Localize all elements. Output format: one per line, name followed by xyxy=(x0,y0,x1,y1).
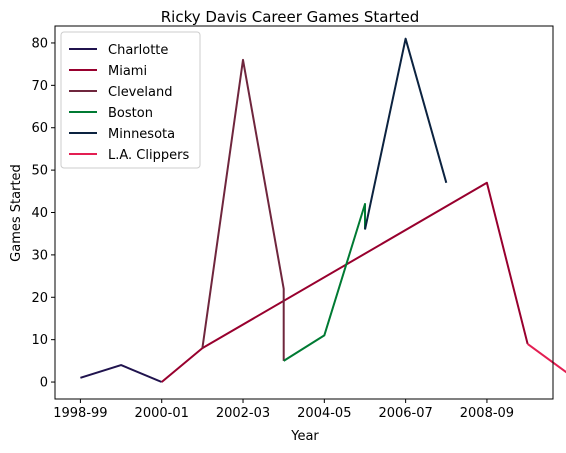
x-tick-label: 2006-07 xyxy=(378,406,432,421)
legend-label: Charlotte xyxy=(108,43,168,58)
x-tick-label: 2002-03 xyxy=(216,406,270,421)
y-tick-label: 10 xyxy=(31,333,48,348)
y-tick-label: 50 xyxy=(31,164,48,179)
series-line-3 xyxy=(283,203,366,362)
legend-label: Cleveland xyxy=(108,85,172,100)
x-tick-label: 2000-01 xyxy=(135,406,189,421)
y-axis-ticks: 0 10 20 30 40 50 60 70 80 xyxy=(31,36,55,391)
y-tick-label: 70 xyxy=(31,79,48,94)
y-tick-label: 60 xyxy=(31,121,48,136)
series-line-2 xyxy=(201,58,285,361)
y-tick-label: 20 xyxy=(31,291,48,306)
y-tick-label: 80 xyxy=(31,36,48,51)
series-line-1 xyxy=(161,181,529,383)
series-layer xyxy=(80,37,566,383)
legend-label: Miami xyxy=(108,64,147,79)
y-tick-label: 30 xyxy=(31,248,48,263)
x-axis-label: Year xyxy=(290,429,319,444)
legend: Charlotte Miami Cleveland Boston Minnesota L.… xyxy=(60,31,201,169)
series-line-4 xyxy=(364,37,448,230)
chart-title: Ricky Davis Career Games Started xyxy=(161,8,420,26)
legend-label: Boston xyxy=(108,106,153,121)
legend-label: Minnesota xyxy=(108,127,175,142)
y-tick-label: 40 xyxy=(31,206,48,221)
x-tick-label: 2008-09 xyxy=(460,406,514,421)
x-tick-label: 2004-05 xyxy=(297,406,351,421)
x-axis-ticks: 1998-99 2000-01 2002-03 2004-05 2006-07 2008-… xyxy=(53,399,514,421)
x-tick-label: 1998-99 xyxy=(53,406,107,421)
legend-label: L.A. Clippers xyxy=(108,148,189,163)
y-tick-label: 0 xyxy=(40,376,48,391)
y-axis-label: Games Started xyxy=(9,164,24,262)
series-line-5 xyxy=(527,343,566,374)
series-line-0 xyxy=(80,364,163,383)
